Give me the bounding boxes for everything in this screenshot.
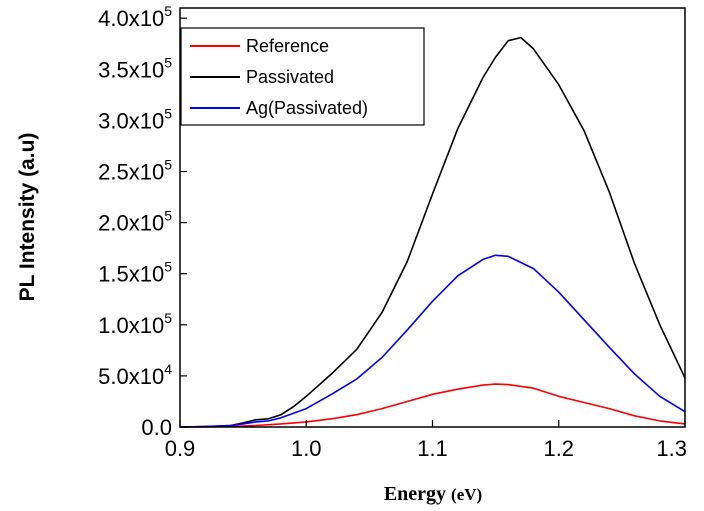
y-axis-label: PL Intensity (a.u)	[16, 133, 39, 302]
y-tick-label: 4.0x105	[98, 3, 172, 31]
y-axis: 0.0 5.0x104 1.0x105 1.5x105 2.0x105 2.5x105 3.…	[98, 3, 187, 440]
y-tick-label: 3.5x105	[98, 54, 172, 82]
x-axis-label-unit: (eV)	[451, 485, 482, 504]
x-tick-label: 1.1	[417, 436, 448, 461]
series-line-reference	[180, 383, 686, 428]
series-layer	[179, 36, 686, 428]
y-tick-label: 0.0	[141, 415, 172, 440]
series-line-passivated	[179, 36, 686, 428]
y-tick-label: 3.0x105	[98, 105, 172, 133]
x-axis-label: Energy (eV)	[384, 483, 482, 505]
legend: Reference Passivated Ag(Passivated)	[180, 27, 425, 126]
x-axis: 0.9 1.0 1.1 1.2 1.3	[165, 420, 687, 461]
x-tick-label: 1.0	[291, 436, 322, 461]
x-tick-label: 0.9	[165, 436, 196, 461]
legend-label-reference: Reference	[246, 36, 329, 56]
y-tick-label: 1.5x105	[98, 259, 172, 287]
legend-label-passivated: Passivated	[246, 67, 334, 87]
y-tick-label: 1.0x105	[98, 310, 172, 338]
y-tick-label: 2.5x105	[98, 157, 172, 185]
y-tick-label: 5.0x104	[98, 361, 172, 389]
x-tick-label: 1.2	[543, 436, 574, 461]
y-tick-label: 2.0x105	[98, 208, 172, 236]
series-line-ag-passivated	[179, 254, 686, 428]
legend-label-ag-passivated: Ag(Passivated)	[246, 98, 368, 118]
x-axis-label-main: Energy	[384, 483, 451, 505]
x-tick-label: 1.3	[656, 436, 687, 461]
